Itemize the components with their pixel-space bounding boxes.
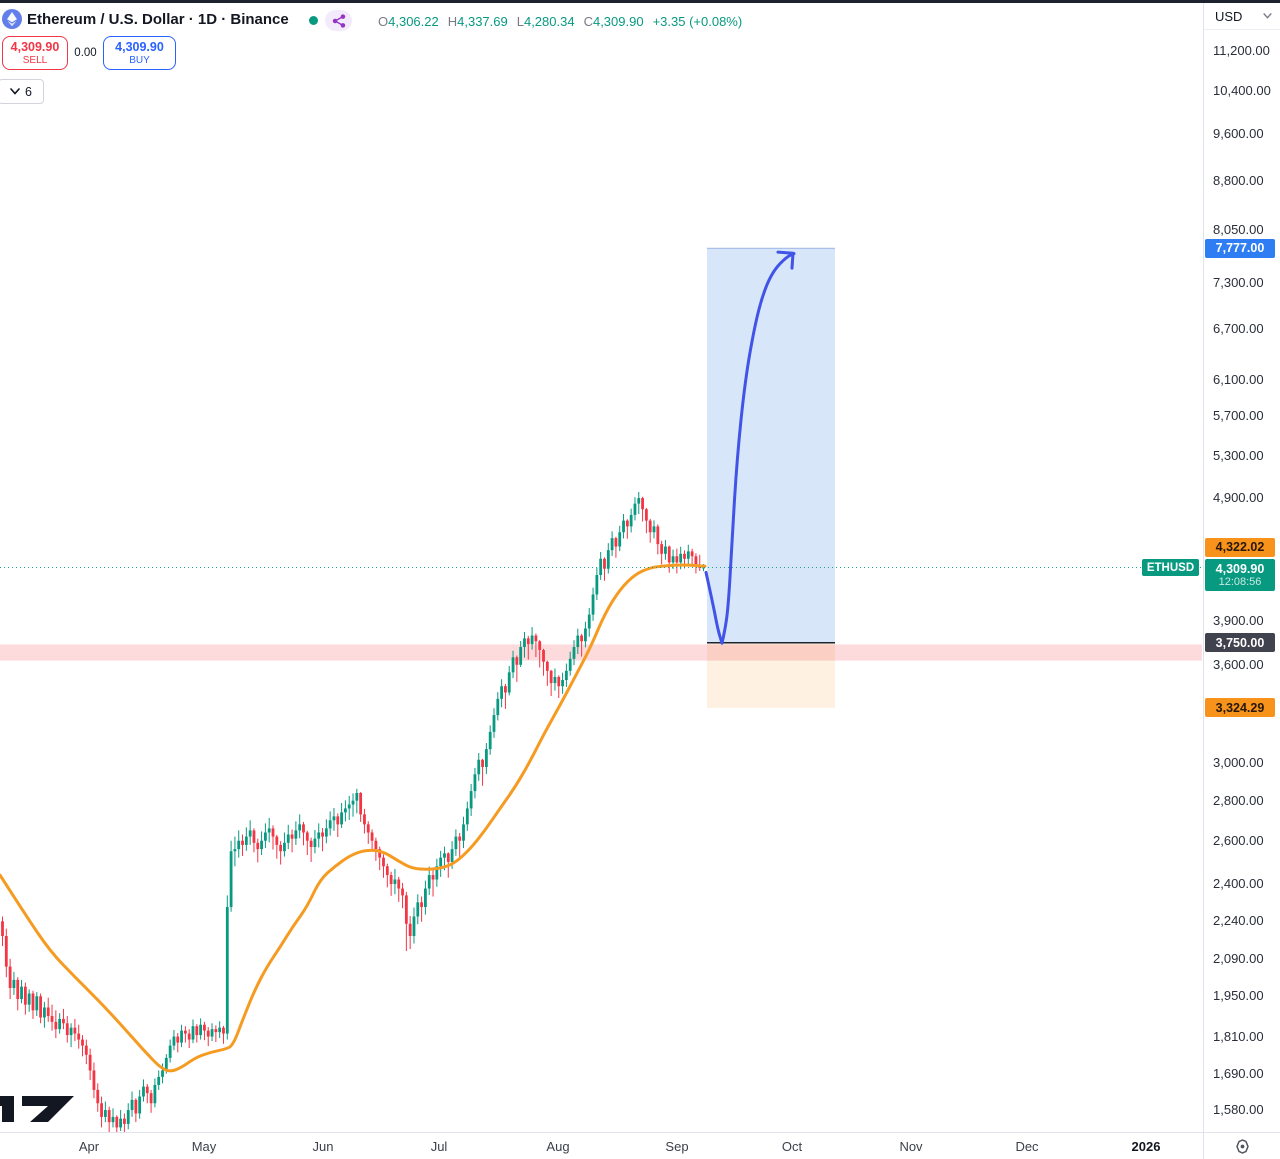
symbol-price-tag: ETHUSD	[1142, 559, 1199, 577]
window-top-border	[0, 0, 1280, 3]
price-tick-label: 2,240.00	[1213, 913, 1264, 929]
tradingview-logo[interactable]	[0, 1091, 80, 1125]
currency-selector[interactable]: USD	[1204, 3, 1280, 30]
price-badge: 4,309.90 12:08:56	[1205, 559, 1275, 592]
price-tick-label: 6,700.00	[1213, 320, 1264, 336]
price-tick-label: 9,600.00	[1213, 126, 1264, 142]
price-tick-label: 11,200.00	[1213, 43, 1270, 59]
price-tick-label: 7,300.00	[1213, 274, 1264, 290]
chevron-down-icon	[10, 88, 20, 95]
share-icon[interactable]	[325, 10, 352, 31]
time-label: Jun	[312, 1139, 334, 1154]
price-tick-label: 8,800.00	[1213, 173, 1264, 189]
ethereum-icon	[2, 9, 22, 29]
spread-value: 0.00	[74, 47, 97, 59]
price-tick-label: 2,400.00	[1213, 876, 1264, 891]
sell-button[interactable]: 4,309.90 SELL	[2, 36, 68, 70]
price-tick-label: 6,100.00	[1213, 371, 1264, 387]
time-label: Oct	[781, 1139, 803, 1154]
price-tick-label: 1,950.00	[1213, 988, 1264, 1004]
chart-canvas[interactable]	[0, 0, 1202, 1132]
price-tick-label: 3,000.00	[1213, 755, 1264, 771]
price-tick-label: 5,700.00	[1213, 408, 1264, 424]
price-tick-label: 2,800.00	[1213, 792, 1264, 808]
time-label: Apr	[78, 1139, 100, 1154]
buy-button[interactable]: 4,309.90 BUY	[103, 36, 176, 70]
collapse-count: 6	[25, 84, 32, 99]
price-badge: 7,777.00	[1205, 238, 1275, 258]
time-label: Jul	[430, 1139, 448, 1154]
support-band[interactable]	[0, 644, 1202, 661]
time-label: Sep	[665, 1139, 689, 1154]
price-tick-label: 2,600.00	[1213, 832, 1264, 848]
settings-gear-icon[interactable]	[1234, 1138, 1251, 1155]
target-zone-box[interactable]	[707, 642, 835, 708]
price-tick-label: 5,300.00	[1213, 447, 1264, 463]
time-label: 2026	[1131, 1139, 1161, 1154]
price-axis[interactable]: USD 11,200.00 10,400.00 9,600.00 8,800.00 8,…	[1203, 0, 1280, 1132]
candlestick-series[interactable]	[1, 491, 705, 1132]
time-label: Dec	[1015, 1139, 1039, 1154]
price-tick-label: 1,580.00	[1213, 1102, 1264, 1118]
price-tick-label: 1,810.00	[1213, 1028, 1264, 1044]
price-tick-label: 10,400.00	[1213, 83, 1271, 99]
bullish-projection-box[interactable]	[707, 248, 835, 643]
price-badge: 3,750.00	[1205, 633, 1275, 653]
price-tick-label: 3,600.00	[1213, 656, 1264, 672]
price-tick-label: 1,690.00	[1213, 1065, 1264, 1081]
object-tree-collapse-button[interactable]: 6	[0, 79, 44, 104]
time-axis[interactable]: Apr May Jun Jul Aug Sep Oct Nov Dec 2026	[0, 1132, 1203, 1159]
price-tick-label: 8,050.00	[1213, 221, 1264, 237]
time-label: May	[191, 1139, 217, 1154]
time-label: Nov	[899, 1139, 923, 1154]
price-badge: 4,322.02	[1205, 537, 1275, 557]
price-tick-label: 4,900.00	[1213, 490, 1264, 506]
price-badge: 3,324.29	[1205, 698, 1275, 718]
projection-arrow[interactable]	[704, 250, 796, 645]
time-label: Aug	[546, 1139, 570, 1154]
moving-average[interactable]	[0, 563, 707, 1073]
ohlc-readout: O4,306.22 H4,337.69 L4,280.34 C4,309.90 …	[378, 14, 743, 29]
currency-label: USD	[1215, 8, 1243, 24]
symbol-title[interactable]: Ethereum / U.S. Dollar · 1D · Binance	[27, 11, 289, 28]
chevron-down-icon	[1263, 13, 1272, 19]
price-tick-label: 3,900.00	[1213, 613, 1264, 629]
change-value: +3.35 (+0.08%)	[652, 14, 743, 29]
price-tick-label: 2,090.00	[1213, 950, 1264, 966]
axis-corner	[1203, 1132, 1280, 1159]
market-open-dot	[309, 16, 318, 25]
